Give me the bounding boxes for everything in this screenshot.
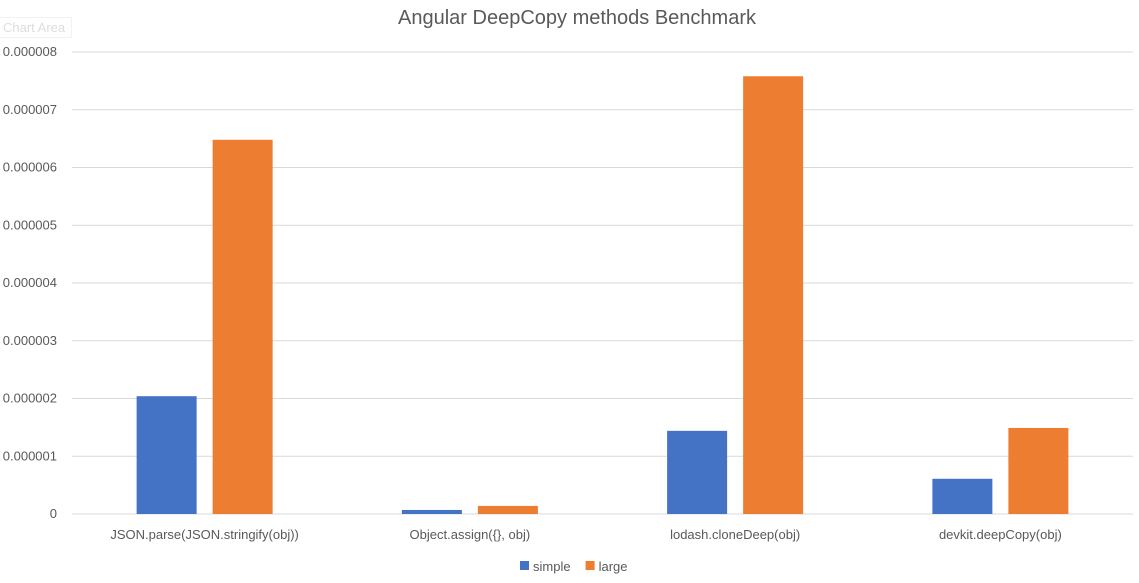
bar-large [743, 76, 804, 514]
bar-simple [401, 509, 462, 514]
bar-large [1008, 427, 1069, 514]
bar-simple [136, 396, 197, 514]
bar-simple [932, 478, 993, 514]
y-tick-label: 0.000007 [3, 102, 57, 117]
x-tick-label: Object.assign({}, obj) [410, 527, 531, 542]
legend-swatch-large [585, 561, 595, 570]
legend-swatch-simple [520, 561, 529, 570]
y-tick-label: 0.000002 [3, 391, 57, 406]
legend-label-simple: simple [533, 559, 571, 574]
legend-label-large: large [599, 559, 628, 574]
y-tick-label: 0 [50, 506, 57, 521]
y-tick-label: 0.000001 [3, 448, 57, 463]
x-tick-label: JSON.parse(JSON.stringify(obj)) [110, 527, 299, 542]
y-tick-label: 0.000004 [3, 275, 57, 290]
y-tick-label: 0.000008 [3, 44, 57, 59]
chart-title: Angular DeepCopy methods Benchmark [398, 7, 757, 29]
y-tick-label: 0.000003 [3, 333, 57, 348]
bar-simple [667, 430, 728, 514]
x-tick-label: devkit.deepCopy(obj) [939, 527, 1062, 542]
bar-large [212, 139, 273, 514]
y-tick-label: 0.000005 [3, 217, 57, 232]
bar-large [477, 505, 538, 514]
chart-area-tooltip: Chart Area [0, 17, 73, 38]
x-tick-label: lodash.cloneDeep(obj) [670, 527, 800, 542]
y-tick-label: 0.000006 [3, 160, 57, 175]
